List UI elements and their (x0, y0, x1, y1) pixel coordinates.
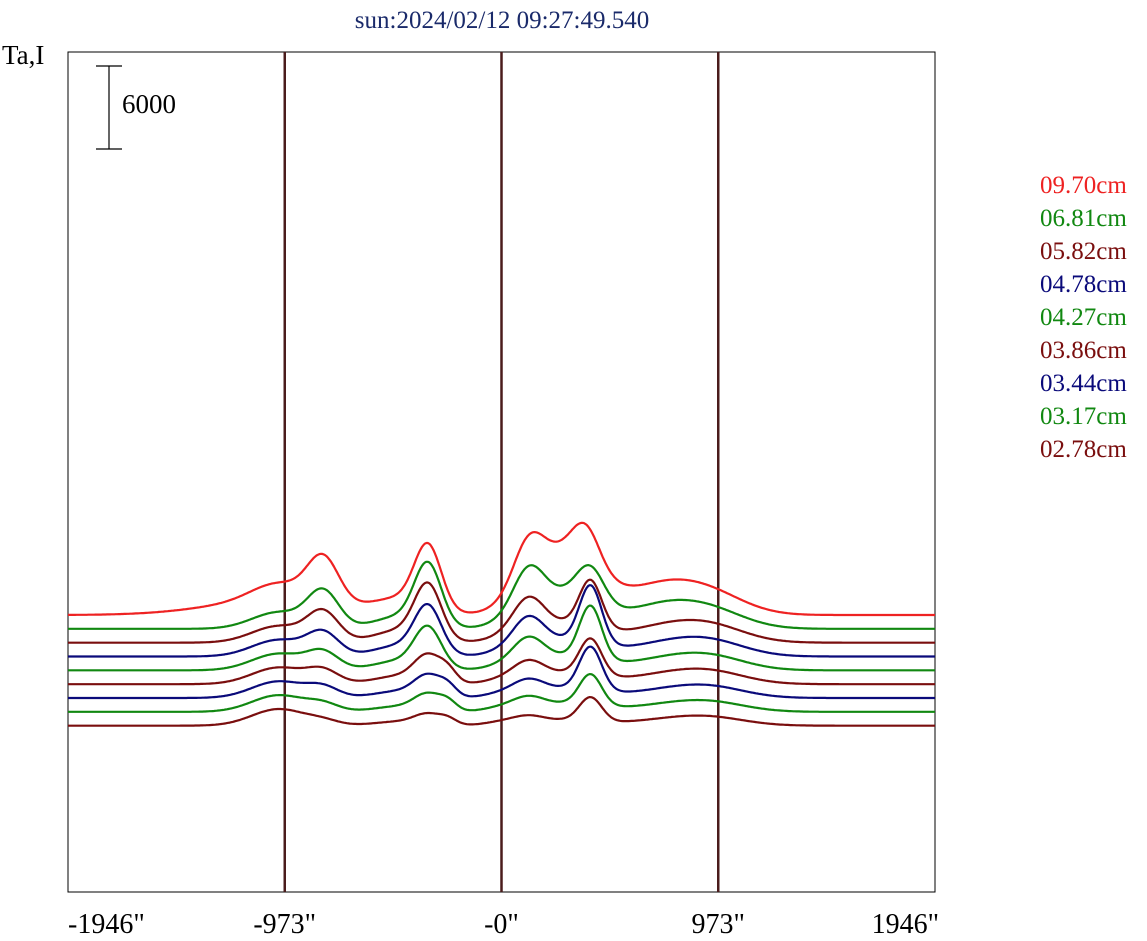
x-tick-label-2: -0" (484, 909, 519, 940)
series-line-04.27cm (68, 604, 935, 672)
series-group (68, 521, 935, 727)
x-tick-label-0: -1946" (68, 909, 145, 940)
series-line-03.17cm (68, 673, 935, 713)
legend-entry-02.78cm: 02.78cm (1040, 436, 1127, 463)
series-line-06.81cm (68, 560, 935, 630)
x-axis-ticks: -1946" -973" -0" 973" 1946" (68, 909, 939, 940)
legend-entry-03.17cm: 03.17cm (1040, 403, 1127, 430)
chart-title: sun:2024/02/12 09:27:49.540 (355, 7, 649, 34)
legend-entry-04.78cm: 04.78cm (1040, 271, 1127, 298)
x-tick-label-3: 973" (692, 909, 745, 940)
series-line-03.86cm (68, 637, 935, 686)
x-tick-label-4: 1946" (872, 909, 939, 940)
legend-entry-03.86cm: 03.86cm (1040, 337, 1127, 364)
series-line-02.78cm (68, 696, 935, 727)
reference-lines (283, 52, 720, 892)
legend-entry-06.81cm: 06.81cm (1040, 205, 1127, 232)
x-tick-label-1: -973" (253, 909, 316, 940)
series-line-09.70cm (68, 521, 935, 617)
legend: 09.70cm 06.81cm 05.82cm 04.78cm 04.27cm 03.86… (1040, 172, 1127, 463)
y-axis-label: Ta,I (2, 40, 44, 70)
legend-entry-05.82cm: 05.82cm (1040, 238, 1127, 265)
series-line-04.78cm (68, 584, 935, 658)
legend-entry-04.27cm: 04.27cm (1040, 304, 1127, 331)
series-line-05.82cm (68, 578, 935, 644)
scale-bar: 6000 (96, 65, 176, 150)
series-line-03.44cm (68, 645, 935, 700)
legend-entry-03.44cm: 03.44cm (1040, 370, 1127, 397)
scale-bar-label: 6000 (122, 89, 176, 119)
legend-entry-09.70cm: 09.70cm (1040, 172, 1127, 199)
